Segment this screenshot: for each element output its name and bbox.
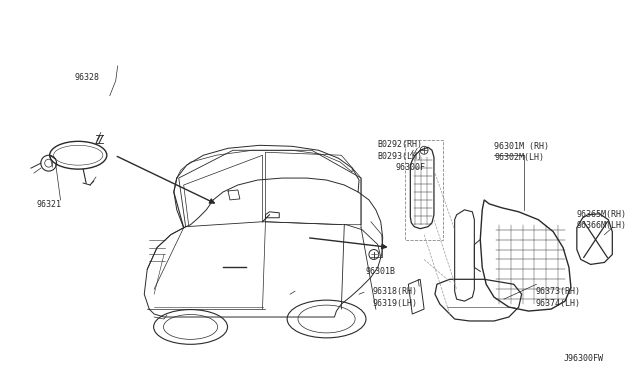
Text: 96373(RH): 96373(RH) (536, 287, 580, 296)
Text: 96301B: 96301B (366, 267, 396, 276)
Text: 96321: 96321 (37, 200, 62, 209)
Text: 96319(LH): 96319(LH) (373, 299, 418, 308)
Text: 96302M(LH): 96302M(LH) (494, 153, 544, 162)
Text: 96300F: 96300F (396, 163, 426, 172)
Text: 96366M(LH): 96366M(LH) (577, 221, 627, 230)
Text: 96374(LH): 96374(LH) (536, 299, 580, 308)
Text: J96300FW: J96300FW (563, 354, 603, 363)
Text: 96318(RH): 96318(RH) (373, 287, 418, 296)
Text: B0292(RH): B0292(RH) (378, 140, 423, 149)
Text: 96328: 96328 (74, 73, 99, 82)
Text: 96301M (RH): 96301M (RH) (494, 142, 549, 151)
Text: 96365M(RH): 96365M(RH) (577, 210, 627, 219)
Text: B0293(LH): B0293(LH) (378, 152, 423, 161)
